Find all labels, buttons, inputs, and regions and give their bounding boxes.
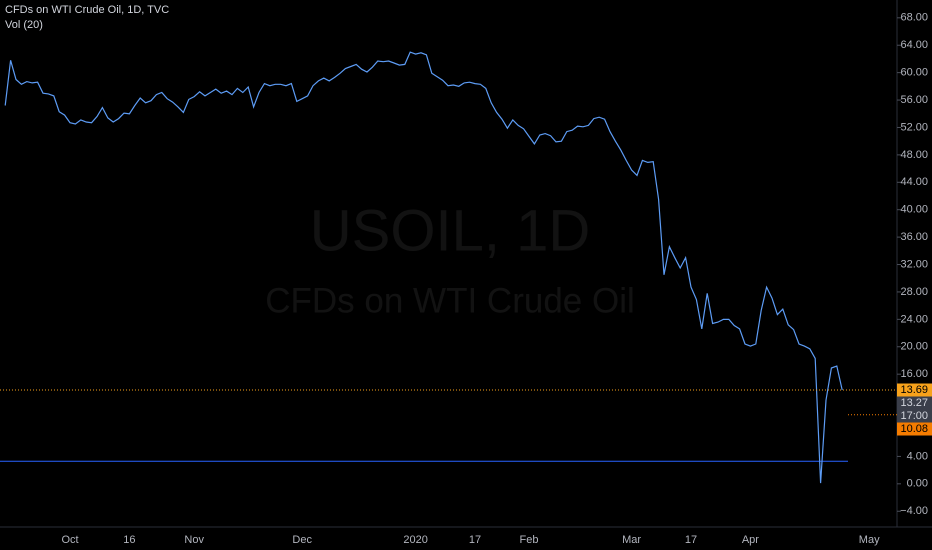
x-tick-label: Feb	[520, 534, 539, 546]
y-tick-label: 48.00	[900, 149, 928, 161]
y-tick-label: 36.00	[900, 231, 928, 243]
y-tick-label: 4.00	[907, 450, 928, 462]
countdown-label: 17:00	[900, 410, 928, 422]
x-tick-label: Oct	[61, 534, 78, 546]
price-tag	[897, 422, 932, 436]
y-tick-label: 32.00	[900, 258, 928, 270]
x-tick-label: 17	[685, 534, 697, 546]
countdown-tag	[897, 409, 932, 423]
watermark: USOIL, 1D	[310, 198, 590, 263]
y-tick-label: 40.00	[900, 204, 928, 216]
x-tick-label: 16	[123, 534, 135, 546]
indicator-label: Vol (20)	[5, 19, 43, 31]
x-tick-label: Nov	[184, 534, 204, 546]
y-tick-label: 24.00	[900, 313, 928, 325]
y-tick-label: 44.00	[900, 176, 928, 188]
y-tick-label: 68.00	[900, 12, 928, 24]
price-tag-label: 13.69	[900, 384, 928, 396]
x-tick-label: Dec	[292, 534, 312, 546]
y-tick-label: 0.00	[907, 478, 928, 490]
y-tick-label: 60.00	[900, 67, 928, 79]
price-tag-label: 13.27	[900, 397, 928, 409]
y-tick-label: 16.00	[900, 368, 928, 380]
x-tick-label: 2020	[403, 534, 427, 546]
price-tag	[897, 383, 932, 397]
price-line	[4, 51, 843, 484]
y-tick-label: 56.00	[900, 94, 928, 106]
y-tick-label: 28.00	[900, 286, 928, 298]
x-tick-label: Mar	[622, 534, 641, 546]
x-tick-label: May	[859, 534, 880, 546]
y-tick-label: 52.00	[900, 121, 928, 133]
y-tick-label: 20.00	[900, 341, 928, 353]
y-tick-label: 64.00	[900, 39, 928, 51]
price-tag	[897, 396, 932, 410]
y-tick-label: −4.00	[900, 505, 928, 517]
chart-title: CFDs on WTI Crude Oil, 1D, TVC	[5, 4, 169, 16]
x-tick-label: 17	[469, 534, 481, 546]
x-tick-label: Apr	[742, 534, 759, 546]
watermark-subtitle: CFDs on WTI Crude Oil	[265, 281, 635, 320]
price-tag-label: 10.08	[900, 423, 928, 435]
